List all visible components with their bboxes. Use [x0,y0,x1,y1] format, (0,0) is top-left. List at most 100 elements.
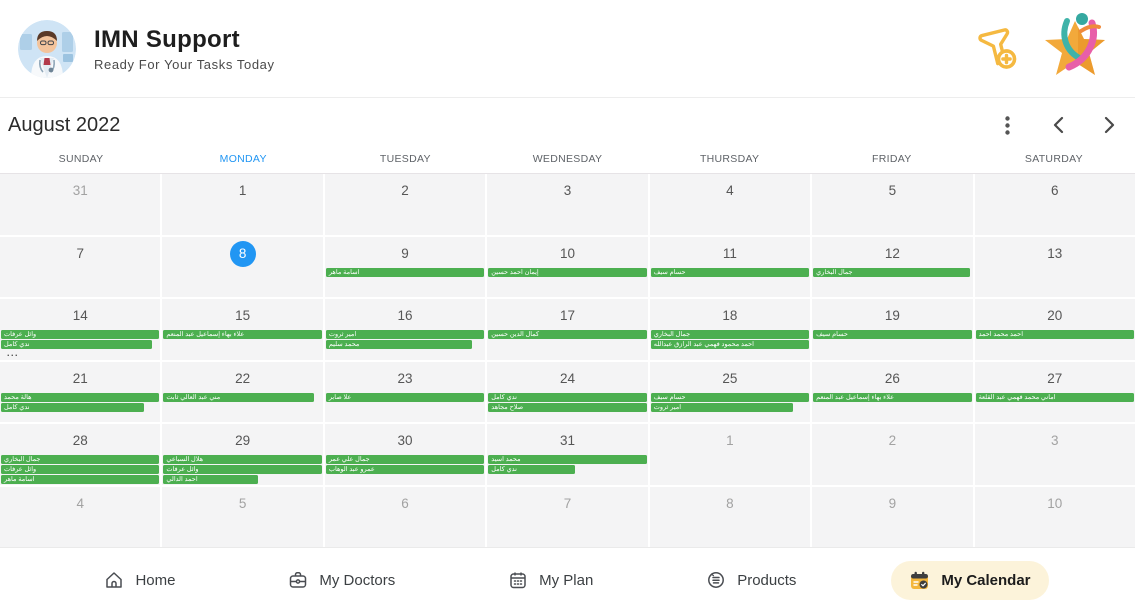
chevron-left-icon[interactable] [1046,113,1070,137]
event-bar[interactable]: ندي كامل [1,402,144,412]
event-bar[interactable]: وائل عرفات [1,330,160,339]
event-bar[interactable]: جمال البخاري [813,267,970,277]
star-logo [1037,7,1113,90]
event-bar[interactable]: حسام سيف [650,267,810,277]
event-bar[interactable]: جمال البخاري [1,455,160,464]
event-bar[interactable]: حسام سيف [650,392,810,402]
event-bar[interactable]: عمرو عبد الوهاب [325,465,485,474]
calendar-day-cell[interactable]: 22 مني عبد العالي ثابت [162,361,323,422]
event-bar[interactable]: مني عبد العالي ثابت [163,392,314,402]
event-bar[interactable]: وائل عرفات [163,465,322,474]
doctor-avatar[interactable] [18,19,76,78]
event-bar[interactable]: ندي كامل [488,465,576,474]
calendar-day-cell[interactable]: 15 علاء بهاء إسماعيل عبد المنعم [162,299,323,360]
calendar-day-cell[interactable]: 12 جمال البخاري [812,236,973,297]
event-bar[interactable]: محمد سليم [325,340,472,349]
calendar-day-cell[interactable]: 4 [649,174,811,235]
calendar-day-cell[interactable]: 29 هلال السباعي وائل عرفات احمد الدالي [162,424,323,485]
calendar-day-cell[interactable]: 4 [0,486,161,547]
calendar-day-cell[interactable]: 27 اماني محمد فهمي عبد القلعة [974,361,1135,422]
event-bar[interactable]: إيمان احمد حسين [488,267,647,277]
event-bar[interactable]: علاء بهاء إسماعيل عبد المنعم [813,392,972,402]
nav-item-products[interactable]: Products [688,561,814,599]
funnel-add-icon[interactable] [975,24,1021,74]
calendar-day-cell[interactable]: 6 [974,174,1135,235]
event-bar[interactable]: وائل عرفات [1,465,160,474]
calendar-day-cell[interactable]: 7 [487,486,648,547]
event-bar[interactable]: صلاح مجاهد [488,402,647,412]
calendar-day-cell[interactable]: 28 جمال البخاري وائل عرفات اسامة ماهر [0,424,161,485]
calendar-day-cell[interactable]: 3 [487,174,648,235]
event-bar[interactable]: امير ثروت [650,402,794,412]
calendar-day-cell[interactable]: 14 وائل عرفات ندي كامل... [0,299,161,360]
calendar-day-cell[interactable]: 25 حسام سيف امير ثروت [649,361,811,422]
nav-item-my-plan[interactable]: My Plan [490,561,611,599]
day-of-week-label: FRIDAY [872,152,912,165]
day-number: 22 [235,370,251,386]
calendar-day-cell[interactable]: 18 جمال البخاري احمد محمود فهمي عبد الراز… [649,299,811,360]
day-events: جمال البخاري وائل عرفات اسامة ماهر [0,455,160,484]
calendar-day-cell[interactable]: 16 امير ثروت محمد سليم [324,299,486,360]
event-bar[interactable]: احمد محمود فهمي عبد الرازق عبدالله [650,340,810,349]
calendar-day-cell[interactable]: 8 [162,236,323,297]
event-bar[interactable]: هلال السباعي [163,455,322,464]
event-bar[interactable]: جمال علي عمر [325,455,485,464]
event-bar[interactable]: هالة محمد [1,392,160,402]
event-bar[interactable]: ندي كامل [488,392,647,402]
calendar-day-cell[interactable]: 11 حسام سيف [649,236,811,297]
calendar-day-cell[interactable]: 8 [649,486,811,547]
nav-item-my-doctors[interactable]: My Doctors [270,561,413,599]
event-bar[interactable]: احمد الدالي [163,475,259,484]
day-of-week-label: SUNDAY [58,152,104,165]
calendar-day-cell[interactable]: 5 [812,174,973,235]
calendar-day-cell[interactable]: 10 إيمان احمد حسين [487,236,648,297]
app-title: IMN Support [94,25,240,53]
calendar-day-cell[interactable]: 9 اسامة ماهر [324,236,486,297]
day-number: 23 [397,370,413,386]
more-events-indicator[interactable]: ... [7,348,20,358]
calendar-day-cell[interactable]: 21 هالة محمد ندي كامل [0,361,161,422]
calendar-day-cell[interactable]: 31 محمد اسيد ندي كامل [487,424,648,485]
calendar-day-cell[interactable]: 17 كمال الدين حسين [487,299,648,360]
event-bar[interactable]: علاء بهاء إسماعيل عبد المنعم [163,330,322,339]
calendar-day-cell[interactable]: 2 [812,424,973,485]
event-bar[interactable]: كمال الدين حسين [488,330,647,339]
calendar-day-cell[interactable]: 10 [974,486,1135,547]
chevron-right-icon[interactable] [1097,113,1121,137]
nav-item-home[interactable]: Home [86,561,193,599]
calendar-day-cell[interactable]: 1 [162,174,323,235]
nav-label: Home [135,571,176,589]
calendar-day-cell[interactable]: 5 [162,486,323,547]
event-bar[interactable]: اماني محمد فهمي عبد القلعة [975,392,1134,402]
event-bar[interactable]: علا صابر [325,392,485,402]
calendar-day-cell[interactable]: 31 [0,174,161,235]
calendar-day-cell[interactable]: 19 حسام سيف [812,299,973,360]
event-bar[interactable]: حسام سيف [813,330,972,339]
calendar-day-cell[interactable]: 2 [324,174,486,235]
calendar-day-cell[interactable]: 6 [324,486,486,547]
event-bar[interactable]: اسامة ماهر [1,475,160,484]
top-bar: IMN Support Ready For Your Tasks Today [0,0,1135,98]
day-of-week-label: SATURDAY [1024,152,1083,165]
calendar-day-cell[interactable]: 9 [812,486,973,547]
calendar-day-cell[interactable]: 23 علا صابر [324,361,486,422]
event-bar[interactable]: ندي كامل [1,340,152,349]
event-bar[interactable]: اسامة ماهر [325,267,485,277]
nav-item-my-calendar[interactable]: My Calendar [891,560,1049,600]
calendar-day-cell[interactable]: 26 علاء بهاء إسماعيل عبد المنعم [812,361,973,422]
calendar-day-cell[interactable]: 20 احمد محمد احمد [974,299,1135,360]
event-bar[interactable]: امير ثروت [325,330,485,339]
calendar-day-cell[interactable]: 7 [0,236,161,297]
calendar-day-cell[interactable]: 13 [974,236,1135,297]
event-bar[interactable]: جمال البخاري [650,330,810,339]
calendar-day-cell[interactable]: 1 [649,424,811,485]
calendar-day-cell[interactable]: 3 [974,424,1135,485]
day-number: 1 [238,183,247,198]
day-number: 28 [72,433,88,448]
nav-label: My Doctors [319,571,396,589]
event-bar[interactable]: احمد محمد احمد [975,330,1134,339]
kebab-menu-icon[interactable] [995,113,1019,137]
event-bar[interactable]: محمد اسيد [488,455,647,464]
calendar-day-cell[interactable]: 24 ندي كامل صلاح مجاهد [487,361,648,422]
calendar-day-cell[interactable]: 30 جمال علي عمر عمرو عبد الوهاب [324,424,486,485]
